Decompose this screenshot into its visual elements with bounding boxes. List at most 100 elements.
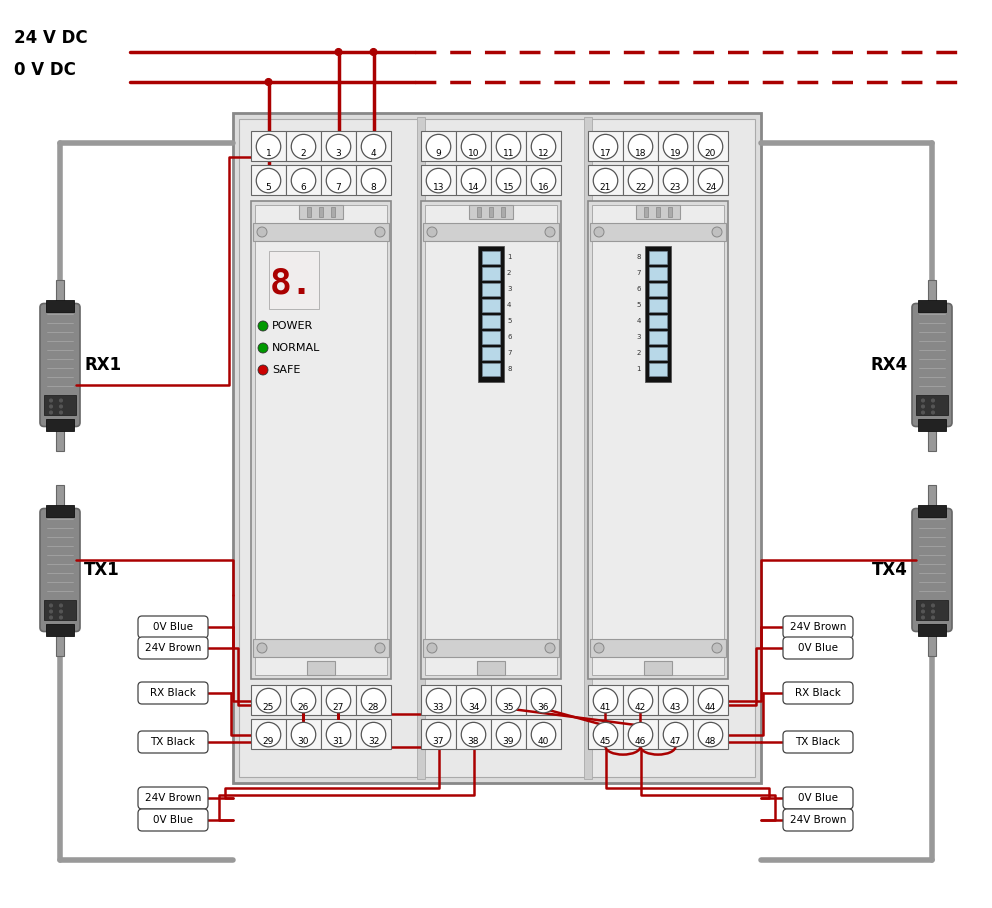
Bar bbox=[491, 165, 526, 195]
Bar bbox=[918, 624, 946, 636]
FancyBboxPatch shape bbox=[912, 303, 952, 427]
Circle shape bbox=[698, 168, 723, 192]
Circle shape bbox=[628, 134, 653, 159]
Bar bbox=[649, 331, 667, 344]
Circle shape bbox=[361, 688, 386, 713]
Circle shape bbox=[256, 168, 281, 192]
Circle shape bbox=[292, 723, 315, 747]
Bar bbox=[482, 267, 500, 280]
Circle shape bbox=[427, 227, 437, 237]
Bar bbox=[649, 283, 667, 296]
Bar bbox=[286, 165, 321, 195]
Text: 22: 22 bbox=[635, 183, 646, 192]
Bar bbox=[421, 719, 456, 749]
Circle shape bbox=[265, 78, 272, 85]
Text: 7: 7 bbox=[507, 350, 512, 356]
Bar bbox=[356, 165, 391, 195]
Text: 13: 13 bbox=[433, 183, 444, 192]
Bar bbox=[649, 299, 667, 312]
Bar bbox=[482, 331, 500, 344]
Bar bbox=[590, 639, 726, 657]
Bar bbox=[321, 131, 356, 161]
Circle shape bbox=[50, 610, 53, 613]
Text: 28: 28 bbox=[368, 703, 379, 712]
Text: 40: 40 bbox=[538, 737, 550, 746]
Bar bbox=[645, 246, 671, 382]
Text: 19: 19 bbox=[670, 149, 682, 158]
Circle shape bbox=[256, 723, 281, 747]
Text: 38: 38 bbox=[468, 737, 479, 746]
Bar bbox=[456, 719, 491, 749]
Text: 4: 4 bbox=[507, 302, 511, 308]
Text: 48: 48 bbox=[704, 737, 716, 746]
Text: 2: 2 bbox=[301, 149, 307, 158]
Text: 23: 23 bbox=[670, 183, 682, 192]
Circle shape bbox=[50, 616, 53, 619]
Bar bbox=[56, 422, 64, 450]
Bar bbox=[584, 117, 592, 779]
Bar bbox=[658, 131, 693, 161]
Bar bbox=[693, 719, 728, 749]
Text: 39: 39 bbox=[503, 737, 514, 746]
Text: RX4: RX4 bbox=[871, 356, 908, 374]
FancyBboxPatch shape bbox=[40, 508, 80, 631]
Text: 7: 7 bbox=[637, 270, 641, 276]
Bar bbox=[321, 719, 356, 749]
Text: 5: 5 bbox=[637, 302, 641, 308]
Circle shape bbox=[258, 365, 268, 375]
Bar bbox=[588, 201, 728, 679]
Text: 6: 6 bbox=[507, 334, 512, 340]
Text: 47: 47 bbox=[670, 737, 682, 746]
Bar bbox=[478, 246, 504, 382]
Circle shape bbox=[50, 604, 53, 607]
FancyBboxPatch shape bbox=[783, 616, 853, 638]
Bar bbox=[251, 165, 286, 195]
Circle shape bbox=[698, 688, 723, 713]
Bar bbox=[425, 205, 557, 675]
Circle shape bbox=[60, 610, 62, 613]
Circle shape bbox=[326, 134, 351, 159]
Circle shape bbox=[427, 134, 450, 159]
Bar bbox=[482, 315, 500, 328]
Bar bbox=[456, 165, 491, 195]
Circle shape bbox=[931, 616, 934, 619]
Circle shape bbox=[326, 688, 351, 713]
Text: 30: 30 bbox=[298, 737, 310, 746]
Text: 35: 35 bbox=[503, 703, 514, 712]
Bar bbox=[44, 394, 76, 414]
Circle shape bbox=[698, 723, 723, 747]
Bar bbox=[482, 363, 500, 376]
Circle shape bbox=[326, 723, 351, 747]
Circle shape bbox=[496, 134, 521, 159]
Text: 20: 20 bbox=[704, 149, 716, 158]
Circle shape bbox=[461, 688, 486, 713]
Bar bbox=[482, 299, 500, 312]
Circle shape bbox=[922, 604, 925, 607]
Circle shape bbox=[258, 321, 268, 331]
Text: 1: 1 bbox=[266, 149, 272, 158]
Bar bbox=[526, 165, 561, 195]
Text: 24V Brown: 24V Brown bbox=[145, 793, 201, 803]
Circle shape bbox=[593, 168, 618, 192]
Text: 44: 44 bbox=[705, 703, 716, 712]
Text: 1: 1 bbox=[637, 366, 641, 372]
FancyBboxPatch shape bbox=[138, 682, 208, 704]
Bar bbox=[421, 685, 456, 715]
Bar bbox=[423, 223, 559, 241]
Bar bbox=[588, 131, 623, 161]
Text: 24V Brown: 24V Brown bbox=[790, 622, 846, 632]
FancyBboxPatch shape bbox=[138, 616, 208, 638]
Bar bbox=[928, 485, 936, 515]
Text: 0V Blue: 0V Blue bbox=[798, 793, 838, 803]
Text: 9: 9 bbox=[435, 149, 441, 158]
Text: 1: 1 bbox=[507, 254, 512, 260]
Circle shape bbox=[375, 227, 385, 237]
Circle shape bbox=[664, 134, 687, 159]
Circle shape bbox=[593, 723, 618, 747]
Text: 4: 4 bbox=[371, 149, 376, 158]
Text: RX Black: RX Black bbox=[150, 688, 196, 698]
Circle shape bbox=[256, 134, 281, 159]
Bar bbox=[623, 131, 658, 161]
Bar bbox=[588, 685, 623, 715]
Circle shape bbox=[922, 616, 925, 619]
